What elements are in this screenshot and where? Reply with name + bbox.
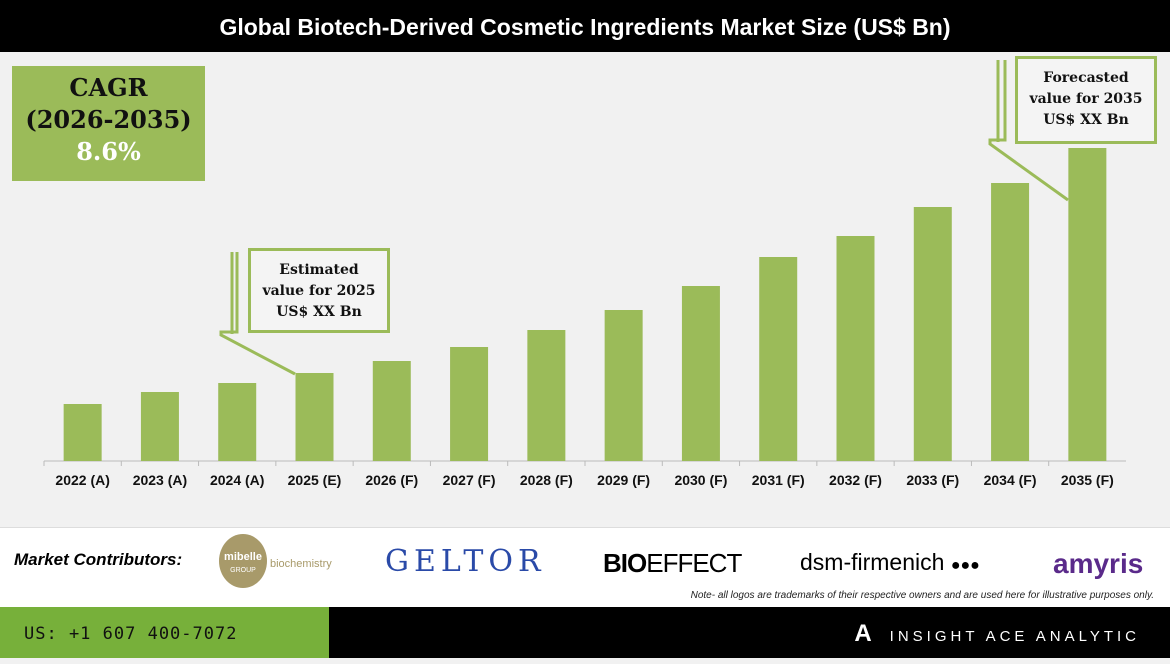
brand-footer: A INSIGHT ACE ANALYTIC — [329, 607, 1170, 658]
bioeffect-logo: BIOEFFECT — [603, 548, 742, 578]
bar — [63, 404, 102, 461]
x-tick-label: 2032 (F) — [829, 472, 882, 488]
bar — [527, 330, 566, 461]
bar — [604, 310, 643, 461]
cagr-period: (2026-2035) — [25, 105, 192, 134]
x-tick-label: 2026 (F) — [365, 472, 418, 488]
callout-line: US$ XX Bn — [1043, 112, 1129, 128]
amyris-logo: amyris — [1053, 548, 1144, 579]
x-tick-label: 2024 (A) — [210, 472, 264, 488]
callout-line: US$ XX Bn — [276, 304, 362, 320]
contributors-strip: Market Contributors: mibelle GROUP bioche… — [0, 527, 1170, 607]
bar — [836, 236, 875, 461]
bar — [140, 392, 179, 461]
x-tick-label: 2027 (F) — [443, 472, 496, 488]
bar — [681, 286, 720, 461]
x-tick-label: 2035 (F) — [1061, 472, 1114, 488]
trademark-note: Note- all logos are trademarks of their … — [690, 590, 1154, 601]
forecast-connector — [988, 60, 1069, 202]
bar — [450, 347, 489, 461]
x-tick-label: 2029 (F) — [597, 472, 650, 488]
bar — [1068, 148, 1107, 461]
x-tick-label: 2022 (A) — [55, 472, 109, 488]
x-tick-label: 2025 (E) — [288, 472, 342, 488]
brand-name: INSIGHT ACE ANALYTIC — [889, 628, 1140, 645]
x-tick-label: 2031 (F) — [752, 472, 805, 488]
estimated-connector — [219, 252, 296, 376]
cagr-value: 8.6% — [76, 137, 141, 166]
estimated-callout: Estimated value for 2025 US$ XX Bn — [248, 248, 390, 333]
bar — [372, 361, 411, 461]
phone-number[interactable]: US: +1 607 400-7072 — [0, 607, 329, 658]
bar-chart: 2022 (A) 2023 (A) 2024 (A) 2025 (E) 2026 (F)… — [43, 60, 1126, 488]
callout-line: value for 2035 — [1029, 91, 1143, 107]
x-tick-label: 2030 (F) — [674, 472, 727, 488]
callout-line: value for 2025 — [262, 283, 376, 299]
dsm-firmenich-logo: dsm-firmenich ●●● — [800, 549, 980, 575]
x-tick-label: 2034 (F) — [984, 472, 1037, 488]
x-tick-label: 2023 (A) — [133, 472, 187, 488]
contributors-label: Market Contributors: — [14, 550, 183, 569]
bar — [991, 183, 1030, 461]
geltor-logo: GELTOR — [385, 544, 546, 579]
mibelle-logo: mibelle GROUP — [219, 534, 267, 588]
bar — [759, 257, 798, 461]
bar — [295, 373, 334, 461]
forecast-callout: Forecasted value for 2035 US$ XX Bn — [1015, 56, 1157, 144]
cagr-box: CAGR (2026-2035) 8.6% — [12, 66, 205, 181]
x-tick-label: 2033 (F) — [906, 472, 959, 488]
bar — [218, 383, 257, 461]
cagr-label: CAGR — [69, 73, 148, 102]
x-tick-label: 2028 (F) — [520, 472, 573, 488]
chart-title: Global Biotech-Derived Cosmetic Ingredie… — [0, 0, 1170, 52]
mibelle-text: biochemistry — [270, 558, 332, 570]
brand-logo-icon: A — [854, 620, 872, 647]
bar — [913, 207, 952, 461]
callout-line: Forecasted — [1043, 70, 1129, 86]
callout-line: Estimated — [279, 262, 359, 278]
